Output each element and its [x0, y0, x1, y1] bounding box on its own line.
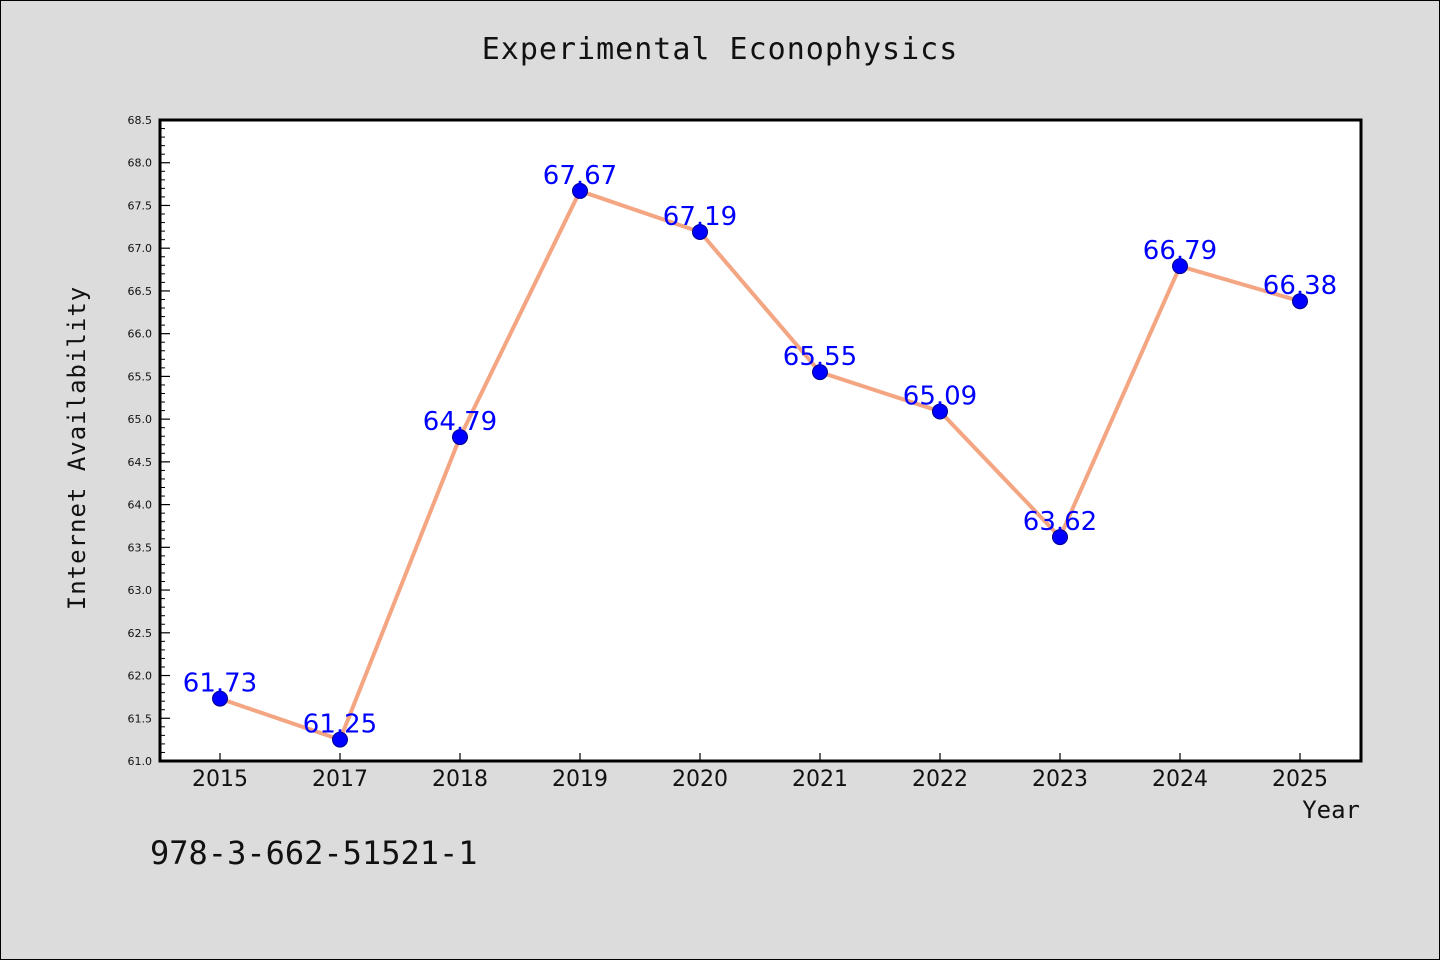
- x-tick-label: 2020: [672, 767, 728, 792]
- x-tick-label: 2025: [1272, 767, 1328, 792]
- data-point: [692, 223, 708, 240]
- x-tick-label: 2024: [1152, 767, 1208, 792]
- data-point: [572, 182, 588, 199]
- data-point: [452, 429, 468, 446]
- data-label: 67.67: [543, 161, 617, 191]
- data-point: [812, 364, 828, 381]
- data-label: 65.09: [903, 381, 977, 411]
- data-point: [932, 403, 948, 420]
- data-point: [332, 731, 348, 748]
- data-point: [1292, 293, 1308, 310]
- x-tick-label: 2017: [312, 767, 368, 792]
- data-label: 61.25: [303, 710, 377, 740]
- y-tick-label: 66.5: [128, 285, 153, 298]
- y-tick-label: 67.5: [128, 199, 153, 212]
- series-line: [218, 188, 1302, 742]
- y-tick-label: 62.0: [128, 670, 153, 683]
- y-tick-label: 62.5: [128, 627, 153, 640]
- data-point: [212, 690, 228, 707]
- y-tick-label: 61.0: [128, 755, 153, 768]
- data-label: 65.55: [783, 342, 857, 372]
- data-label: 64.79: [423, 407, 497, 437]
- x-axis-label: Year: [1302, 796, 1360, 824]
- data-label: 67.19: [663, 202, 737, 232]
- data-point: [1172, 258, 1188, 275]
- data-label: 63.62: [1023, 507, 1097, 537]
- x-tick-label: 2023: [1032, 767, 1088, 792]
- data-markers: [212, 182, 1308, 748]
- y-tick-label: 67.0: [128, 242, 153, 255]
- y-tick-label: 68.0: [128, 157, 153, 170]
- plot-border: [158, 118, 1363, 763]
- x-tick-label: 2022: [912, 767, 968, 792]
- y-tick-label: 68.5: [128, 114, 153, 127]
- x-tick-label: 2021: [792, 767, 848, 792]
- y-tick-label: 64.0: [128, 499, 153, 512]
- chart-title: Experimental Econophysics: [481, 32, 959, 67]
- y-tick-label: 65.5: [128, 370, 153, 383]
- y-tick-label: 64.5: [128, 456, 153, 469]
- y-tick-label: 61.5: [128, 712, 153, 725]
- y-tick-label: 65.0: [128, 413, 153, 426]
- x-axis-ticks: 2015 2017 2018 2019 2020 2021 2022 2023 2024 2025: [192, 753, 1328, 792]
- data-label: 66.79: [1143, 236, 1217, 266]
- data-point: [1052, 529, 1068, 546]
- data-label: 66.38: [1263, 271, 1337, 301]
- y-tick-label: 63.5: [128, 541, 153, 554]
- x-tick-label: 2019: [552, 767, 608, 792]
- isbn-text: 978-3-662-51521-1: [150, 834, 478, 872]
- data-labels: 61.73 61.25 64.79 67.67 67.19 65.55 65.09 63.62…: [183, 161, 1337, 740]
- data-label: 61.73: [183, 669, 257, 699]
- y-tick-label: 63.0: [128, 584, 153, 597]
- plot-area: [160, 120, 1361, 761]
- x-tick-label: 2018: [432, 767, 488, 792]
- y-tick-label: 66.0: [128, 328, 153, 341]
- x-tick-label: 2015: [192, 767, 248, 792]
